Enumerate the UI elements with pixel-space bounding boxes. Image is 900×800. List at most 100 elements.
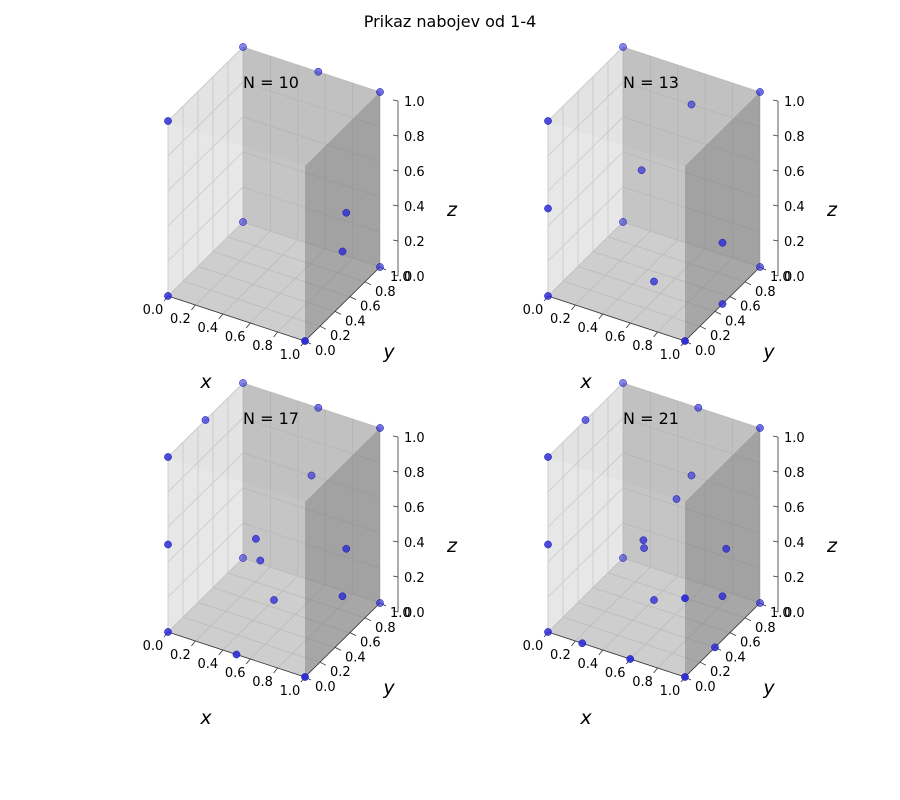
data-point — [711, 643, 719, 652]
grid-line-y — [562, 442, 701, 663]
data-point — [650, 277, 658, 286]
y-tick-label: 0.0 — [695, 344, 716, 359]
z-axis-label: z — [446, 199, 458, 221]
data-point — [270, 596, 278, 604]
y-tick-label: 0.8 — [375, 285, 396, 300]
x-tick — [191, 304, 196, 311]
y-tick — [714, 311, 722, 315]
data-point — [314, 67, 323, 76]
z-tick-label: 1.0 — [784, 95, 805, 110]
z-tick — [392, 99, 399, 102]
data-point — [694, 403, 703, 412]
data-point — [307, 471, 316, 480]
z-tick — [772, 435, 779, 438]
x-tick — [653, 667, 658, 674]
y-tick — [744, 281, 752, 286]
data-point — [252, 535, 260, 543]
data-point — [756, 599, 764, 607]
z-tick-label: 0.6 — [784, 501, 805, 516]
x-tick-label: 0.2 — [170, 312, 191, 327]
x-tick — [191, 640, 196, 647]
data-point — [376, 424, 384, 432]
y-tick-label: 0.0 — [315, 680, 336, 695]
y-tick — [744, 617, 752, 622]
x-tick-label: 0.0 — [143, 303, 164, 318]
x-tick — [273, 667, 278, 674]
y-tick-label: 0.4 — [725, 314, 746, 329]
y-axis-label: y — [762, 677, 775, 699]
z-tick-label: 0.6 — [404, 501, 425, 516]
data-point — [544, 540, 552, 549]
x-axis-label: x — [199, 707, 212, 729]
data-point — [301, 673, 309, 681]
data-point — [256, 556, 265, 565]
z-tick — [772, 575, 779, 578]
data-point — [342, 544, 351, 553]
z-tick-label: 0.2 — [404, 571, 425, 586]
data-point — [639, 536, 648, 545]
z-tick — [392, 470, 399, 473]
x-tick-label: 0.2 — [550, 312, 571, 327]
z-tick — [392, 505, 399, 508]
grid-line-y — [212, 412, 351, 633]
x-tick-label: 0.6 — [605, 330, 626, 345]
x-tick-label: 0.0 — [523, 303, 544, 318]
z-tick-label: 0.4 — [404, 200, 425, 215]
x-tick — [245, 322, 251, 329]
x-tick — [598, 313, 604, 320]
x-tick — [273, 331, 278, 338]
x-tick-label: 0.0 — [143, 639, 164, 654]
data-point — [619, 379, 627, 387]
z-tick-label: 0.0 — [404, 270, 425, 285]
data-point — [232, 650, 241, 659]
data-point — [626, 655, 635, 663]
subplot-n17: 0.00.20.40.60.81.0 0.00.20.40.60.81.00.00… — [143, 379, 458, 729]
data-point — [376, 263, 384, 271]
cube-face-right — [685, 428, 760, 677]
y-axis-label: y — [762, 341, 775, 363]
x-tick-label: 1.0 — [660, 684, 681, 699]
data-point — [687, 471, 696, 480]
x-tick-label: 0.4 — [197, 321, 218, 336]
z-tick — [392, 435, 399, 438]
data-point — [718, 300, 727, 308]
y-tick-label: 0.6 — [360, 636, 381, 651]
grid-line-y — [607, 397, 746, 619]
z-tick-label: 0.6 — [784, 165, 805, 180]
x-tick-label: 1.0 — [280, 348, 301, 363]
z-tick — [392, 204, 399, 207]
y-tick-label: 0.6 — [360, 300, 381, 315]
x-tick — [218, 649, 224, 656]
data-point — [544, 204, 552, 213]
x-tick-label: 0.8 — [632, 675, 653, 690]
z-tick-label: 0.6 — [404, 165, 425, 180]
data-point — [681, 337, 689, 345]
z-tick — [772, 169, 779, 172]
z-tick — [772, 610, 779, 613]
data-point — [376, 599, 384, 607]
x-tick-label: 0.4 — [577, 321, 598, 336]
data-point — [581, 416, 590, 424]
z-tick-label: 1.0 — [784, 431, 805, 446]
cube-face-right — [305, 428, 380, 677]
data-point — [164, 453, 172, 461]
data-point — [756, 88, 764, 96]
cube-face-front — [548, 457, 685, 677]
grid-line-y — [212, 76, 351, 297]
data-point — [164, 628, 172, 636]
y-tick — [334, 311, 342, 315]
z-tick — [392, 274, 399, 277]
y-axis-line — [684, 602, 761, 678]
data-point — [756, 424, 764, 432]
grid-line-y — [227, 61, 366, 283]
subplot-title: N = 17 — [243, 409, 299, 428]
data-point — [376, 88, 384, 96]
data-point — [619, 218, 627, 226]
subplot-title: N = 13 — [623, 73, 679, 92]
cube-face-right — [685, 92, 760, 341]
z-tick-label: 1.0 — [404, 431, 425, 446]
subplot-title: N = 10 — [243, 73, 299, 92]
x-axis-label: x — [579, 371, 592, 393]
y-tick-label: 0.6 — [740, 636, 761, 651]
subplot-n10: 0.00.20.40.60.81.0 0.00.20.40.60.81.00.00… — [143, 43, 458, 393]
